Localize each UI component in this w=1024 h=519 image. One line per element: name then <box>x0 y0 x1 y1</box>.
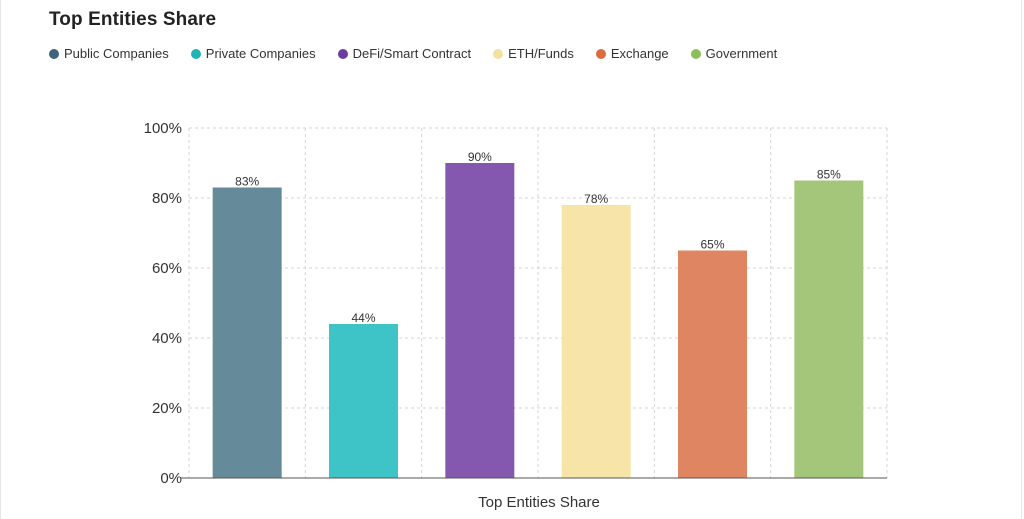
bar-value-label: 90% <box>468 150 492 164</box>
legend-item[interactable]: Government <box>690 46 778 61</box>
legend-label: Public Companies <box>64 46 169 61</box>
legend-item[interactable]: Private Companies <box>190 46 316 61</box>
legend-marker <box>493 48 504 59</box>
chart-title: Top Entities Share <box>49 9 217 30</box>
legend-marker <box>49 48 59 59</box>
legend-item[interactable]: DeFi/Smart Contract <box>337 46 472 61</box>
legend-marker <box>690 48 701 59</box>
chart-legend: Public Companies Private Companies DeFi/Sm… <box>49 46 799 61</box>
bar[interactable] <box>212 187 282 479</box>
legend-item[interactable]: Exchange <box>595 46 669 61</box>
legend-label: Exchange <box>610 46 669 61</box>
legend-label: ETH/Funds <box>508 46 574 61</box>
legend-label: Private Companies <box>205 46 316 61</box>
y-tick-label: 80% <box>152 190 182 207</box>
legend-marker <box>337 48 348 59</box>
x-axis-title: Top Entities Share <box>478 494 600 511</box>
bar[interactable] <box>794 180 864 479</box>
legend-item[interactable]: Public Companies <box>49 46 169 61</box>
y-tick-label: 60% <box>152 260 182 277</box>
legend-label: Government <box>705 46 778 61</box>
bar-value-label: 83% <box>235 175 259 189</box>
y-tick-label: 0% <box>160 470 182 487</box>
y-tick-label: 40% <box>152 330 182 347</box>
bar[interactable] <box>561 205 631 478</box>
legend-label: DeFi/Smart Contract <box>352 46 472 61</box>
bar-value-label: 85% <box>817 168 841 182</box>
bar-value-label: 44% <box>351 311 375 325</box>
y-tick-label: 100% <box>144 120 182 137</box>
y-tick-label: 20% <box>152 400 182 417</box>
bar-value-label: 78% <box>584 192 608 206</box>
legend-item[interactable]: ETH/Funds <box>493 46 574 61</box>
legend-marker <box>595 48 606 59</box>
legend-marker <box>190 48 201 59</box>
bar[interactable] <box>678 250 747 479</box>
bar-value-label: 65% <box>700 238 724 252</box>
bar[interactable] <box>445 163 515 478</box>
bar[interactable] <box>329 324 398 478</box>
